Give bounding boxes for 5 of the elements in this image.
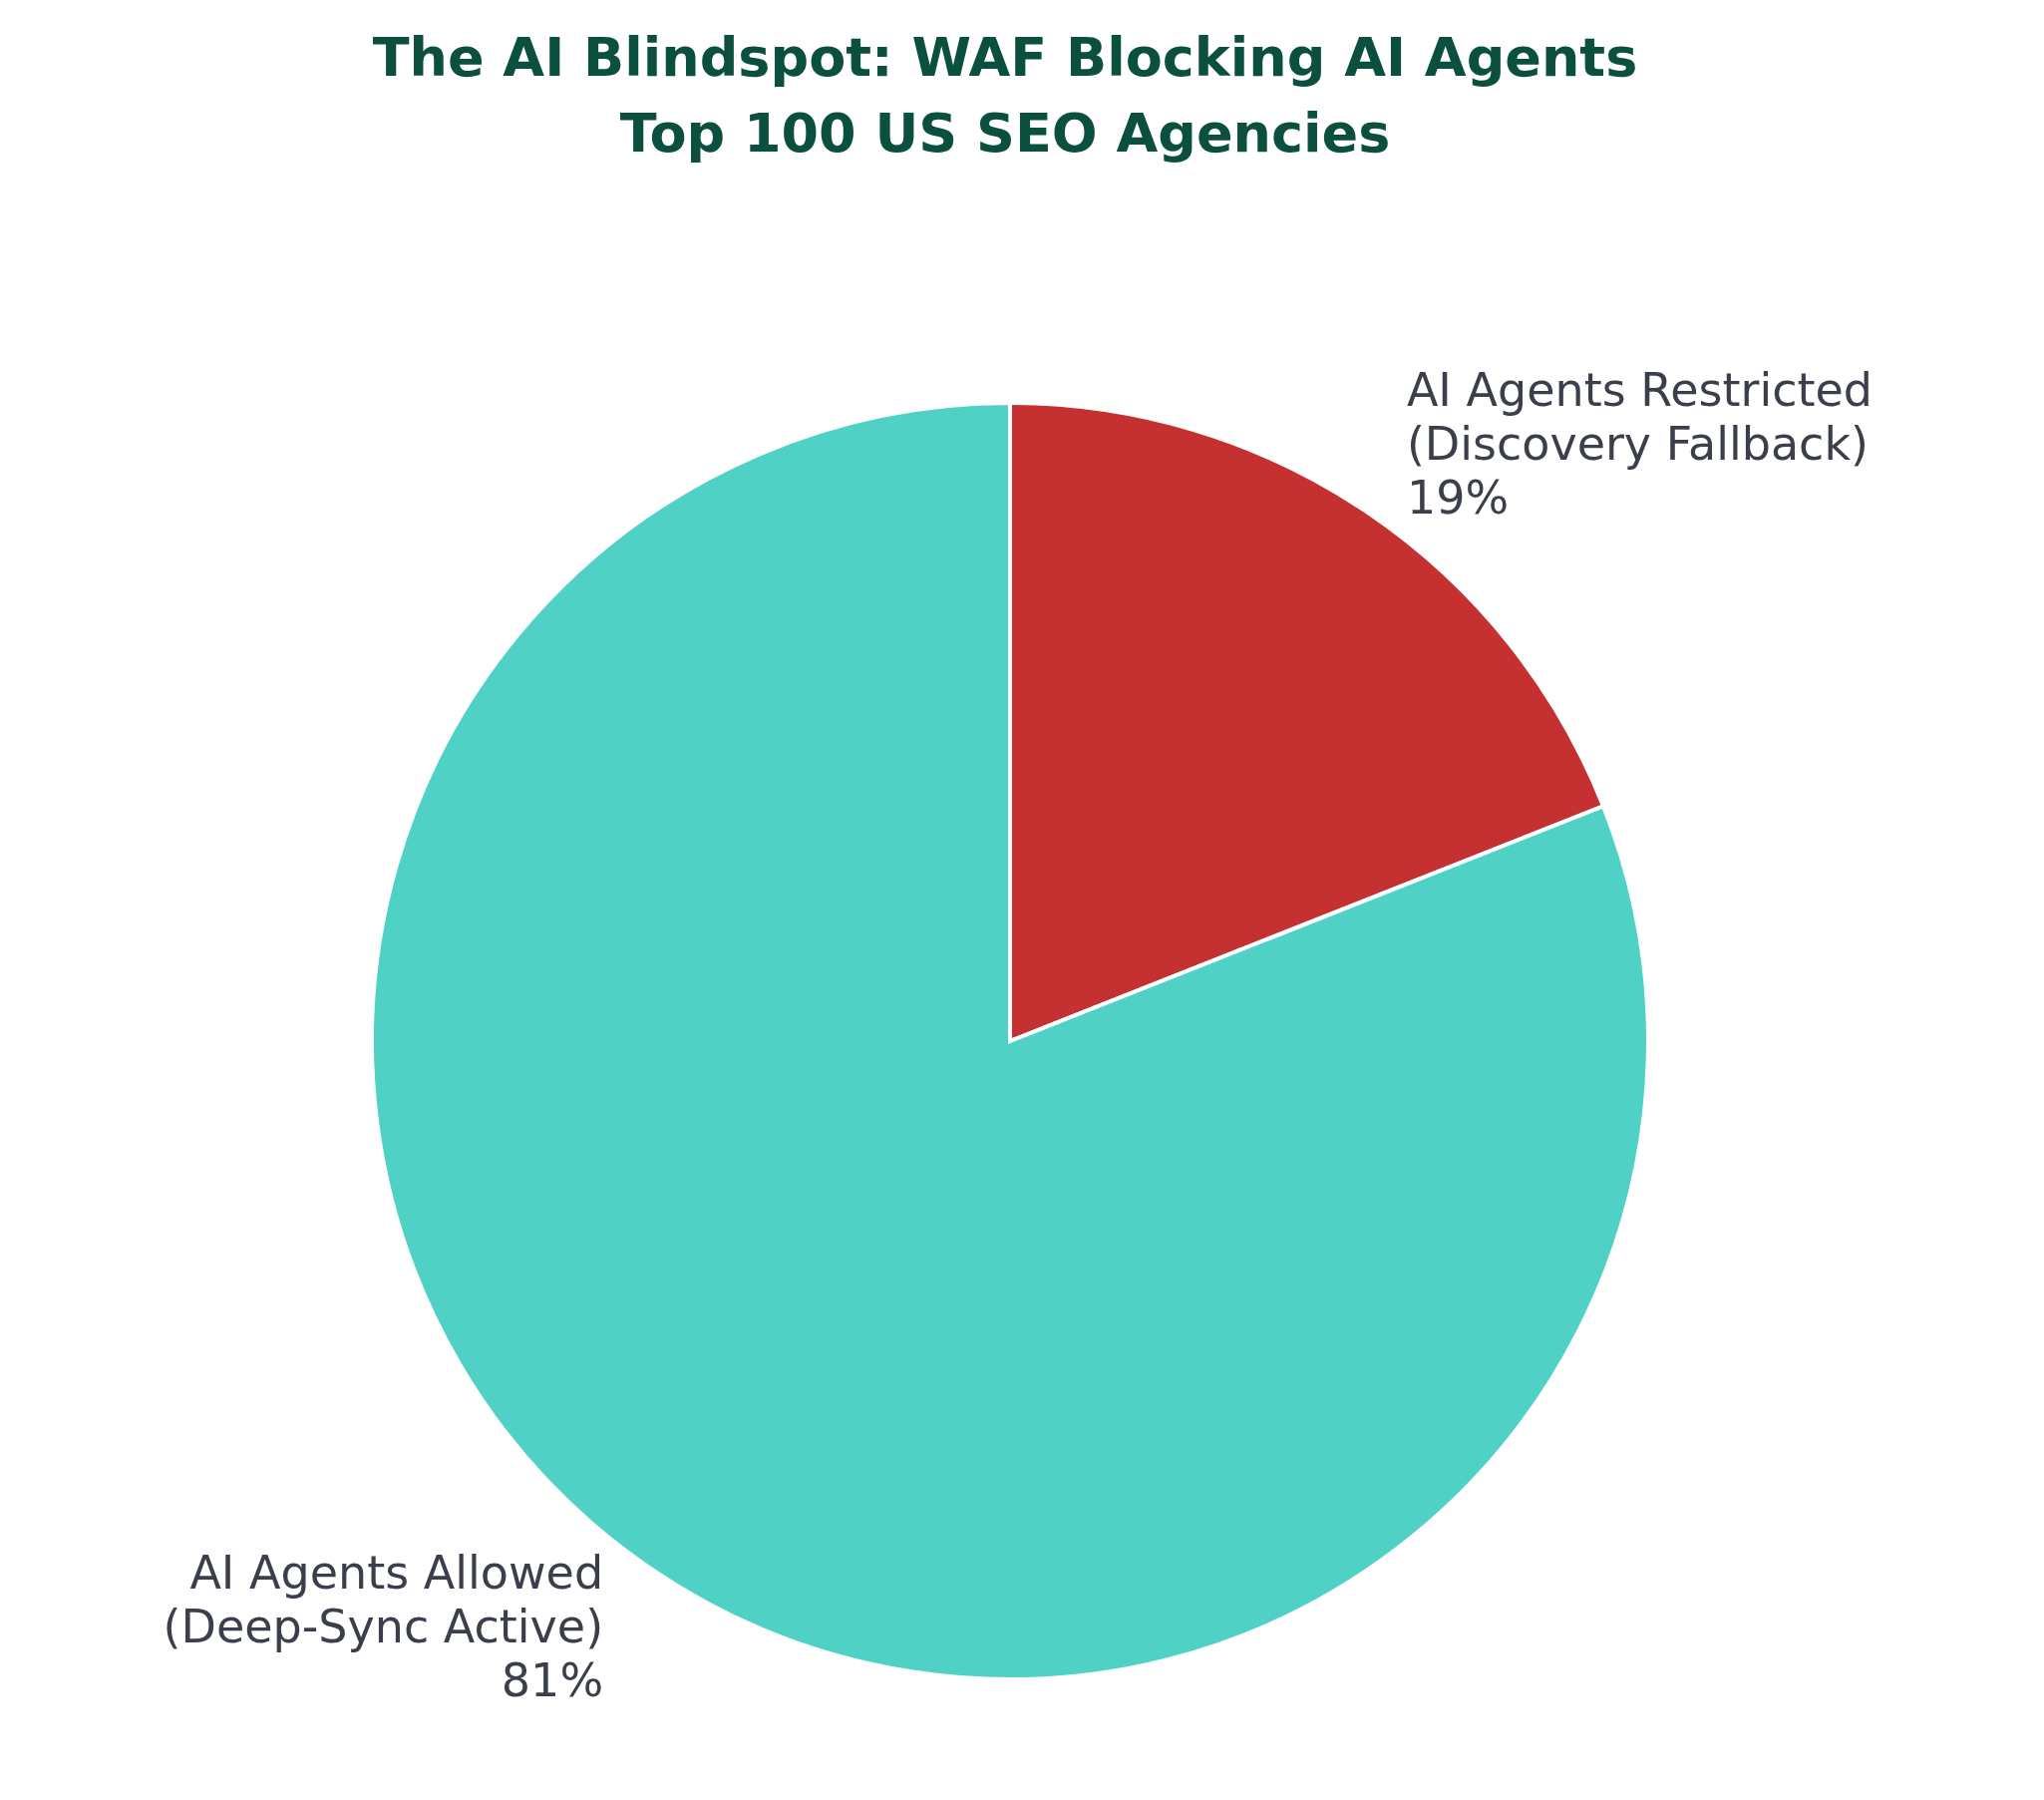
slice-label: AI Agents Restricted (Discovery Fallback)	[1406, 363, 1874, 472]
data-label: 81%	[501, 1652, 604, 1707]
slice-label: AI Agents Allowed (Deep-Sync Active)	[163, 1545, 604, 1653]
chart-title: The AI Blindspot: WAF Blocking AI Agents Top 100 US SEO Agencies	[372, 26, 1638, 165]
data-label: 19%	[1406, 471, 1510, 526]
